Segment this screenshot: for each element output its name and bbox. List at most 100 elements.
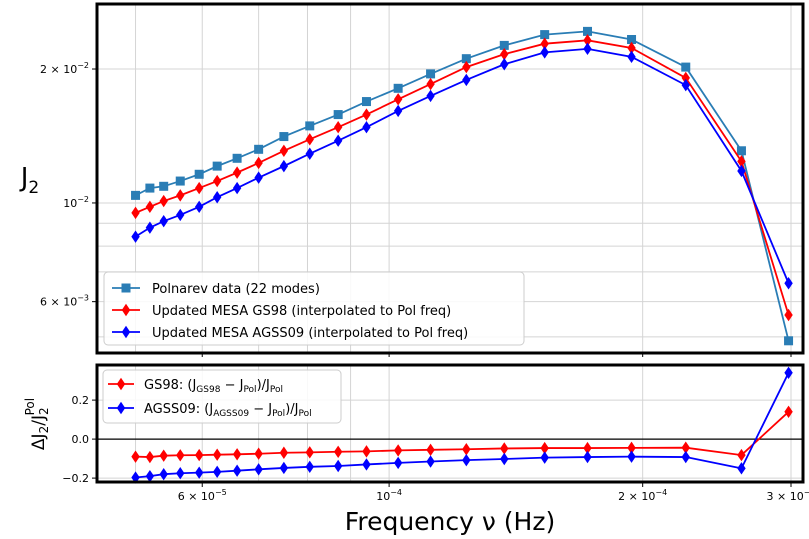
top-data-point: [499, 40, 509, 50]
bottom-data-point: [426, 443, 435, 457]
bottom-data-point: [194, 448, 204, 462]
bottom-data-point: [737, 462, 746, 475]
top-data-point: [540, 30, 550, 40]
bottom-ytick-label: 0.2: [72, 394, 90, 407]
bottom-data-point: [784, 405, 793, 418]
bottom-legend-label: AGSS09: (JAGSS09 − JPol)/JPol: [144, 402, 312, 419]
top-data-point: [426, 89, 435, 103]
top-legend-label: Updated MESA AGSS09 (interpolated to Pol…: [152, 326, 468, 341]
top-data-point: [540, 46, 549, 59]
bottom-legend: GS98: (JGS98 − JPol)/JPol AGSS09: (JAGSS0…: [102, 369, 342, 424]
bottom-data-point: [159, 468, 168, 481]
top-ytick-label: 6 × 10−3: [40, 294, 89, 309]
top-panel: 2 × 10−2 10−2 6 × 10−3 J2 Polnarev data (2…: [19, 2, 805, 355]
top-data-point: [627, 50, 636, 64]
bottom-data-point: [737, 448, 746, 462]
top-data-point: [305, 121, 315, 131]
bottom-data-point: [627, 450, 636, 463]
top-data-point: [362, 108, 371, 121]
top-legend-marker: [121, 325, 131, 339]
bottom-series-line: [135, 372, 790, 479]
bottom-data-point: [212, 465, 222, 479]
bottom-data-point: [681, 441, 690, 454]
top-series-0: [131, 26, 794, 346]
top-data-point: [784, 336, 794, 346]
top-ylabel-main: J: [19, 163, 29, 193]
bottom-xtick-label: 2 × 10−4: [618, 488, 667, 503]
top-data-point: [540, 37, 549, 50]
top-data-point: [500, 47, 509, 61]
bottom-ylabel-sub1: 2: [37, 426, 51, 434]
bottom-data-point: [254, 463, 263, 476]
bottom-xtick-label: 10−4: [376, 488, 402, 503]
top-data-point: [131, 206, 140, 220]
bottom-series-line: [135, 411, 790, 458]
top-data-point: [393, 83, 403, 93]
bottom-data-point: [305, 446, 314, 459]
bottom-data-point: [462, 443, 471, 456]
top-data-point: [784, 277, 793, 290]
top-data-point: [461, 54, 471, 64]
top-series-line: [135, 47, 790, 284]
top-legend-label: Polnarev data (22 modes): [152, 282, 320, 297]
bottom-data-point: [176, 467, 185, 480]
bottom-data-point: [393, 456, 403, 470]
top-data-point: [254, 144, 264, 154]
bottom-xtick-label: 6 × 10−5: [178, 488, 227, 503]
top-series: [131, 26, 794, 346]
top-data-point: [145, 221, 155, 234]
top-yticks: 2 × 10−2 10−2 6 × 10−3: [40, 61, 97, 309]
bottom-data-point: [393, 444, 403, 457]
bottom-ytick-label: 0.0: [72, 433, 90, 446]
top-data-point: [681, 71, 690, 85]
top-data-point: [362, 120, 371, 134]
bottom-data-point: [462, 453, 471, 467]
top-data-point: [426, 69, 436, 79]
bottom-data-point: [362, 445, 371, 458]
top-data-point: [737, 155, 746, 168]
bottom-data-point: [540, 441, 549, 455]
top-data-point: [462, 73, 471, 87]
top-legend-marker: [121, 283, 131, 293]
top-data-point: [305, 147, 314, 160]
bottom-data-point: [681, 450, 690, 464]
bottom-data-point: [145, 469, 155, 483]
top-data-point: [627, 35, 637, 45]
top-data-point: [737, 164, 746, 178]
bottom-panel: 0.20.0−0.2 6 × 10−510−42 × 10−43 × 10−4 …: [23, 353, 809, 536]
bottom-data-point: [333, 445, 343, 458]
top-ylabel-sub: 2: [28, 178, 39, 198]
top-data-point: [232, 153, 242, 163]
top-series-line: [135, 39, 790, 316]
bottom-series-0: [131, 405, 793, 464]
bottom-xticks: 6 × 10−5 10−4 2 × 10−4 3 × 10−4: [178, 353, 809, 503]
top-data-point: [583, 42, 592, 56]
top-data-point: [627, 41, 636, 55]
top-data-point: [131, 230, 140, 243]
top-legend: Polnarev data (22 modes) Updated MESA GS9…: [103, 271, 525, 346]
top-data-point: [305, 133, 314, 146]
bottom-yticks: 0.2 0.0 −0.2: [62, 394, 97, 485]
bottom-data-point: [279, 446, 289, 459]
bottom-series: [131, 366, 793, 484]
top-legend-box: [103, 271, 525, 346]
top-data-point: [736, 146, 746, 156]
top-data-point: [159, 181, 169, 191]
top-data-point: [194, 169, 204, 179]
top-data-point: [681, 62, 691, 72]
bottom-data-point: [627, 441, 636, 455]
top-data-point: [232, 181, 242, 195]
bottom-ytick-label: −0.2: [62, 472, 89, 485]
top-data-point: [500, 58, 509, 71]
bottom-ylabel-slash: /J: [29, 415, 49, 426]
top-data-point: [333, 134, 343, 147]
top-legend-marker: [121, 303, 131, 317]
bottom-data-point: [784, 366, 793, 379]
bottom-series-1: [131, 366, 793, 484]
bottom-data-point: [305, 460, 314, 473]
bottom-legend-marker: [116, 377, 126, 391]
bottom-data-point: [500, 452, 509, 466]
top-data-point: [176, 189, 185, 202]
top-data-point: [393, 93, 403, 106]
top-series-line: [135, 30, 790, 342]
